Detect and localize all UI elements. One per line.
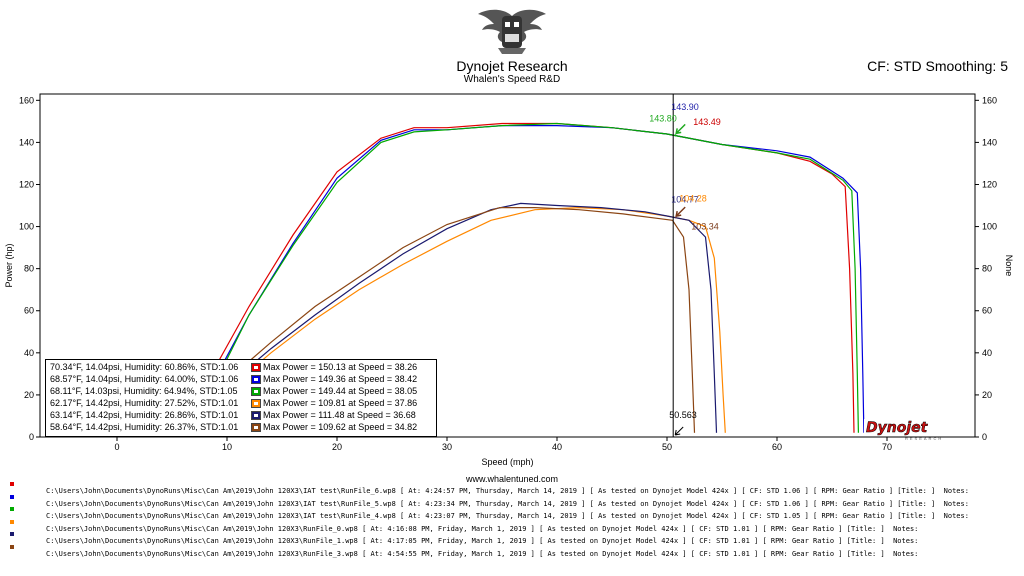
run-file-color-marker [10,507,14,511]
legend-swatch [251,411,261,420]
run-file-path: C:\Users\John\Documents\DynoRuns\Misc\Ca… [46,512,969,520]
y2-tick-label: 100 [982,222,997,232]
power-series-line-5 [215,202,718,433]
run-file-color-marker [10,519,14,524]
plot-frame [39,93,976,438]
x-axis-label: Speed (mph) [481,457,533,467]
dynojet-logo-subtext: RESEARCH [905,436,943,441]
legend-max-power: Max Power = 109.81 at Speed = 37.86 [263,398,418,408]
cursor-value-label: 143.80 [649,113,677,123]
y2-tick-label: 80 [982,264,992,274]
run-file-color-marker [10,532,14,536]
legend-row: 70.34°F, 14.04psi, Humidity: 60.86%, STD… [46,362,436,374]
y-tick-label: 160 [19,95,34,105]
legend-swatch [251,375,261,384]
run-legend: 70.34°F, 14.04psi, Humidity: 60.86%, STD… [45,359,437,437]
y-tick-label: 20 [24,390,34,400]
legend-max-power: Max Power = 150.13 at Speed = 38.26 [263,362,418,372]
run-file-path: C:\Users\John\Documents\DynoRuns\Misc\Ca… [46,549,919,558]
legend-row: 68.57°F, 14.04psi, Humidity: 64.00%, STD… [46,374,436,386]
y2-tick-label: 40 [982,348,992,358]
y-axis-label: Power (hp) [4,243,14,287]
y2-tick-label: 120 [982,179,997,189]
power-series-line-6 [210,207,696,433]
y2-tick-label: 160 [982,95,997,105]
x-tick-label: 0 [114,442,119,452]
legend-swatch [251,387,261,396]
dynojet-logo-text: Dynojet [866,420,929,436]
x-tick-label: 10 [222,442,232,452]
cursor-value-label: 103.34 [691,222,719,232]
legend-max-power: Max Power = 149.44 at Speed = 38.05 [263,386,418,396]
run-file-color-marker [10,482,14,486]
legend-row: 62.17°F, 14.42psi, Humidity: 27.52%, STD… [46,398,436,410]
legend-conditions: 58.64°F, 14.42psi, Humidity: 26.37%, STD… [50,422,239,432]
run-file-row: C:\Users\John\Documents\DynoRuns\Misc\Ca… [0,532,1024,546]
y-tick-label: 0 [29,432,34,442]
legend-row: 63.14°F, 14.42psi, Humidity: 26.86%, STD… [46,410,436,422]
run-file-row: C:\Users\John\Documents\DynoRuns\Misc\Ca… [0,519,1024,534]
cursor-value-label: 104.77 [671,195,699,205]
run-file-color-marker [10,494,14,499]
legend-max-power: Max Power = 149.36 at Speed = 38.42 [263,374,418,384]
y-tick-label: 80 [24,264,34,274]
y2-tick-label: 140 [982,137,997,147]
run-file-row: C:\Users\John\Documents\DynoRuns\Misc\Ca… [0,494,1024,509]
run-file-path: C:\Users\John\Documents\DynoRuns\Misc\Ca… [46,537,919,545]
run-file-row: C:\Users\John\Documents\DynoRuns\Misc\Ca… [0,482,1024,496]
run-file-path: C:\Users\John\Documents\DynoRuns\Misc\Ca… [46,524,919,533]
chart-title: Dynojet Research [456,58,568,74]
cursor-x-arrow [674,426,684,436]
legend-max-power: Max Power = 111.48 at Speed = 36.68 [263,410,416,420]
legend-swatch [251,423,261,432]
run-file-path: C:\Users\John\Documents\DynoRuns\Misc\Ca… [46,487,969,495]
legend-conditions: 68.11°F, 14.03psi, Humidity: 64.94%, STD… [50,386,238,396]
run-file-color-marker [10,544,14,549]
legend-conditions: 68.57°F, 14.04psi, Humidity: 64.00%, STD… [50,374,239,384]
legend-row: 58.64°F, 14.42psi, Humidity: 26.37%, STD… [46,422,436,434]
cursor-x-label: 50.563 [669,410,697,420]
cf-smoothing-label: CF: STD Smoothing: 5 [867,58,1008,74]
y-tick-label: 40 [24,348,34,358]
dynojet-logo: Dynojet RESEARCH [864,419,960,441]
power-series-line-4 [221,206,726,433]
x-tick-label: 60 [772,442,782,452]
cursor-value-arrow [674,123,686,136]
cursor-value-label: 143.49 [693,117,721,127]
run-file-path: C:\Users\John\Documents\DynoRuns\Misc\Ca… [46,499,969,508]
winged-tiki-logo [478,9,546,54]
y-tick-label: 120 [19,179,34,189]
legend-swatch [251,399,261,408]
y2-tick-label: 0 [982,432,987,442]
y2-tick-label: 20 [982,390,992,400]
cursor-value-label: 104.28 [679,194,707,204]
website-url: www.whalentuned.com [465,474,559,484]
y2-axis-label: None [1004,255,1014,277]
y-tick-label: 140 [19,137,34,147]
legend-max-power: Max Power = 109.62 at Speed = 34.82 [263,422,418,432]
legend-conditions: 63.14°F, 14.42psi, Humidity: 26.86%, STD… [50,410,239,420]
x-tick-label: 30 [442,442,452,452]
legend-conditions: 62.17°F, 14.42psi, Humidity: 27.52%, STD… [50,398,239,408]
cursor-value-label: 143.90 [671,102,699,112]
power-series-line-3 [202,122,859,433]
y-tick-label: 60 [24,306,34,316]
run-file-row: C:\Users\John\Documents\DynoRuns\Misc\Ca… [0,507,1024,521]
x-tick-label: 40 [552,442,562,452]
x-tick-label: 20 [332,442,342,452]
legend-row: 68.11°F, 14.03psi, Humidity: 64.94%, STD… [46,386,436,398]
x-tick-label: 50 [662,442,672,452]
legend-swatch [251,363,261,372]
y2-tick-label: 60 [982,306,992,316]
x-tick-label: 70 [882,442,892,452]
cursor-value-arrow [674,206,686,219]
y-tick-label: 100 [19,222,34,232]
legend-conditions: 70.34°F, 14.04psi, Humidity: 60.86%, STD… [50,362,239,372]
chart-subtitle: Whalen's Speed R&D [463,74,561,85]
run-file-row: C:\Users\John\Documents\DynoRuns\Misc\Ca… [0,544,1024,559]
